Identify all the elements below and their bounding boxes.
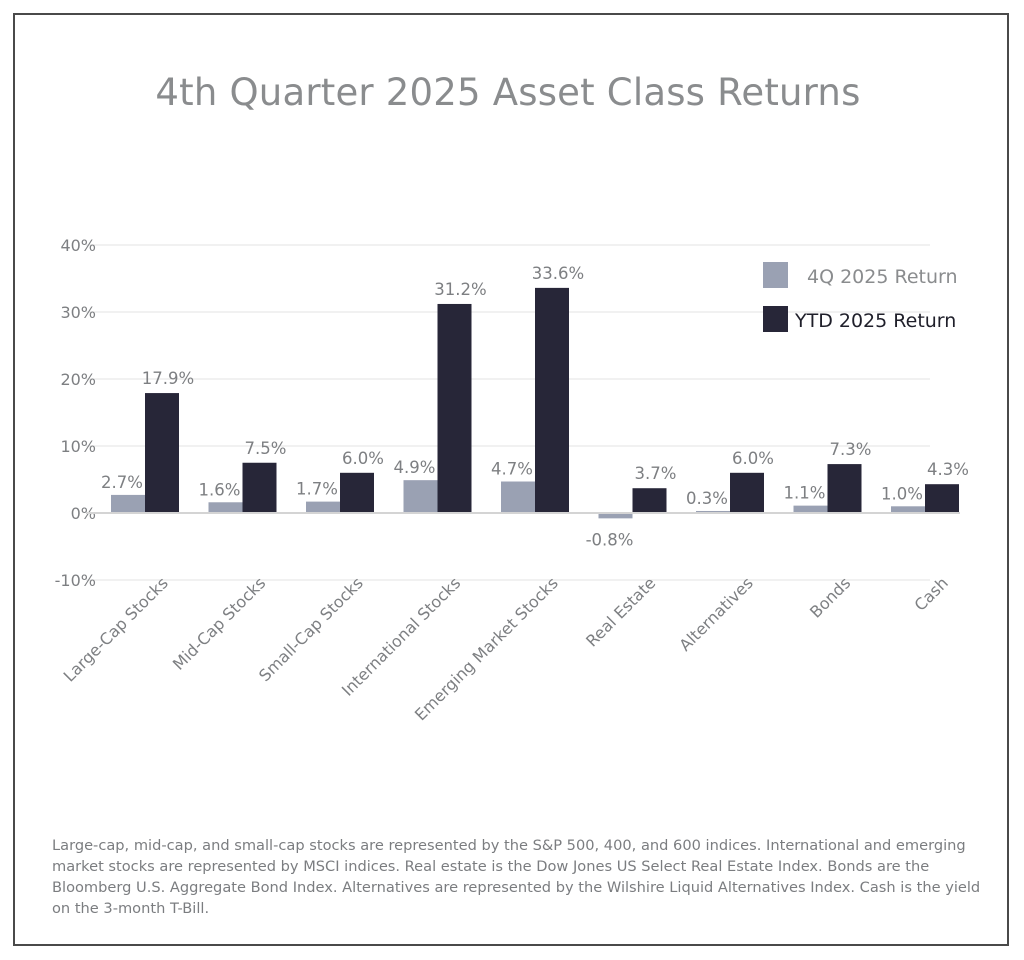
- legend-label-ytd: YTD 2025 Return: [794, 310, 956, 332]
- bar-4q: [306, 501, 340, 513]
- legend-label-4q: 4Q 2025 Return: [807, 266, 958, 288]
- data-label-4q: 0.3%: [686, 489, 728, 508]
- y-tick-label: 0%: [71, 504, 96, 523]
- bar-ytd: [145, 393, 179, 513]
- bar-4q: [403, 480, 438, 513]
- y-tick-label: 10%: [60, 437, 96, 456]
- bar-4q: [598, 513, 633, 519]
- x-category-label: Bonds: [806, 573, 854, 621]
- bar-ytd: [242, 462, 277, 513]
- bar-4q: [696, 510, 730, 513]
- data-label-ytd: 7.3%: [830, 440, 872, 459]
- bar-chart: 40% 30% 20% 10% 0% -10% 2.7% 17.9% Large-Cap Sto…: [55, 236, 969, 724]
- data-label-4q: 2.7%: [101, 473, 143, 492]
- bar-ytd: [437, 303, 472, 513]
- data-label-4q: 1.1%: [784, 484, 826, 503]
- x-category-label: Alternatives: [675, 573, 756, 654]
- data-label-4q: 4.7%: [491, 460, 533, 479]
- x-category-label: Large-Cap Stocks: [60, 573, 172, 685]
- data-label-4q: 1.0%: [881, 484, 923, 503]
- data-label-4q: 4.9%: [394, 458, 436, 477]
- bar-4q: [111, 494, 145, 513]
- y-tick-label: 20%: [60, 370, 96, 389]
- legend-swatch-ytd: [763, 306, 788, 332]
- data-label-4q: 1.7%: [296, 480, 338, 499]
- bar-4q: [891, 506, 925, 513]
- y-tick-label: -10%: [55, 571, 96, 590]
- data-label-ytd: 3.7%: [635, 464, 677, 483]
- bar-4q: [208, 502, 243, 513]
- data-label-ytd: 17.9%: [142, 369, 194, 388]
- footnote: Large-cap, mid-cap, and small-cap stocks…: [52, 837, 981, 917]
- bar-ytd: [925, 484, 959, 513]
- bar-ytd: [827, 464, 862, 513]
- data-label-4q: -0.8%: [586, 530, 634, 549]
- x-category-label: Real Estate: [582, 573, 659, 650]
- bar-ytd: [535, 287, 569, 513]
- bar-ytd: [632, 488, 667, 513]
- chart-title: 4th Quarter 2025 Asset Class Returns: [155, 71, 861, 114]
- y-tick-label: 40%: [60, 236, 96, 255]
- bar-4q: [793, 505, 828, 513]
- data-label-ytd: 4.3%: [927, 460, 969, 479]
- bar-4q: [501, 481, 535, 513]
- data-label-4q: 1.6%: [199, 480, 241, 499]
- y-tick-label: 30%: [60, 303, 96, 322]
- data-label-ytd: 6.0%: [342, 449, 384, 468]
- bar-ytd: [340, 472, 374, 513]
- x-category-label: Mid-Cap Stocks: [169, 573, 269, 673]
- data-label-ytd: 6.0%: [732, 449, 774, 468]
- data-label-ytd: 31.2%: [434, 280, 486, 299]
- bar-ytd: [730, 472, 764, 513]
- legend-swatch-4q: [763, 262, 788, 288]
- data-label-ytd: 33.6%: [532, 264, 584, 283]
- x-category-label: Small-Cap Stocks: [255, 573, 367, 685]
- data-label-ytd: 7.5%: [245, 439, 287, 458]
